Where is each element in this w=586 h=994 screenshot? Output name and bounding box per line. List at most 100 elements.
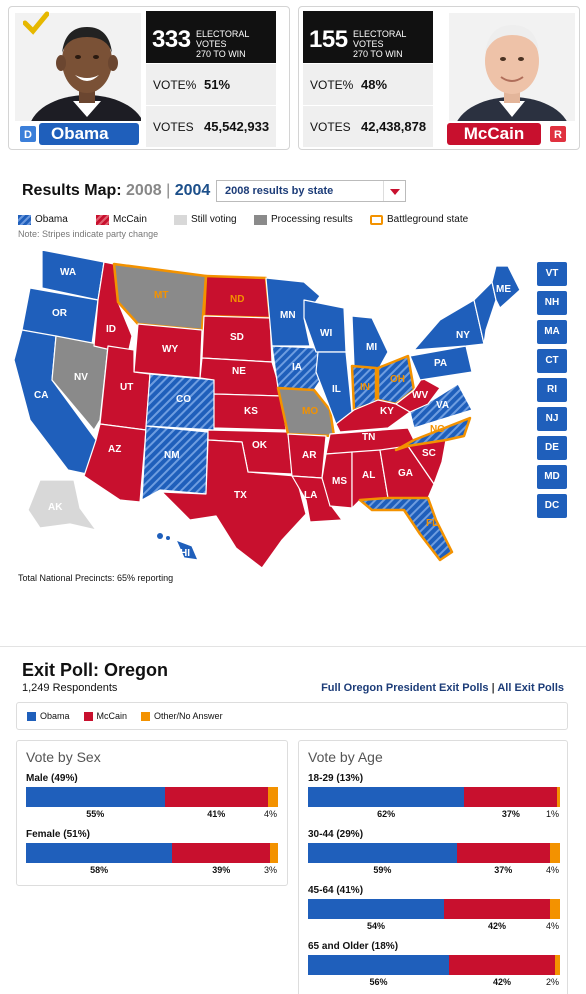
poll-group: 30-44 (29%) 59% 37% 4% xyxy=(308,829,560,877)
poll-group: Female (51%) 58% 39% 3% xyxy=(26,829,278,877)
section-divider xyxy=(0,646,586,647)
legend-label: McCain xyxy=(113,214,147,225)
small-state-de[interactable]: DE xyxy=(537,436,567,460)
electoral-label: ELECTORAL VOTES xyxy=(353,29,407,49)
state-mi[interactable] xyxy=(351,315,389,371)
state-label-ne: NE xyxy=(232,366,246,377)
mccain-card: 155 ELECTORAL VOTES 270 TO WIN VOTE% 48% V… xyxy=(298,6,580,150)
mccain-percent: 42% xyxy=(488,921,507,931)
map-legend-still: Still voting xyxy=(174,214,237,225)
small-state-dc[interactable]: DC xyxy=(537,494,567,518)
state-label-hi: HI xyxy=(180,548,190,559)
small-state-ct[interactable]: CT xyxy=(537,349,567,373)
state-label-in: IN xyxy=(360,382,370,393)
legend-label: Other/No Answer xyxy=(154,711,223,721)
state-me[interactable] xyxy=(491,265,521,309)
small-state-md[interactable]: MD xyxy=(537,465,567,489)
map-legend-processing: Processing results xyxy=(254,214,353,225)
state-wi[interactable] xyxy=(303,299,347,353)
legend-label: Processing results xyxy=(271,214,353,225)
obama-percent: 62% xyxy=(377,809,396,819)
state-label-ga: GA xyxy=(398,468,413,479)
state-label-ar: AR xyxy=(302,450,317,461)
all-exit-polls-link[interactable]: All Exit Polls xyxy=(497,682,564,694)
full-exit-polls-link[interactable]: Full Oregon President Exit Polls xyxy=(321,682,489,694)
obama-swatch xyxy=(27,711,36,721)
obama-percent: 56% xyxy=(369,977,388,987)
obama-percent: 58% xyxy=(90,865,109,875)
still-voting-swatch xyxy=(174,214,187,225)
state-label-va: VA xyxy=(436,400,449,411)
state-hi[interactable] xyxy=(175,539,199,561)
mccain-segment xyxy=(164,787,268,807)
us-map: WA OR CA NV ID MT WY UT AZ CO NM ND SD NE KS OK TX MN IA MO… xyxy=(13,249,521,569)
state-label-pa: PA xyxy=(434,358,447,369)
state-pa[interactable] xyxy=(409,345,473,381)
state-label-wv: WV xyxy=(412,390,428,401)
state-nc[interactable] xyxy=(394,416,472,452)
obama-electoral-votes: 333 xyxy=(152,26,191,53)
small-state-vt[interactable]: VT xyxy=(537,262,567,286)
poll-group: 18-29 (13%) 62% 37% 1% xyxy=(308,773,560,821)
state-label-me: ME xyxy=(496,284,511,295)
state-ak[interactable] xyxy=(27,479,97,531)
mccain-swatch xyxy=(96,214,109,225)
map-note: Note: Stripes indicate party change xyxy=(18,229,159,239)
vote-by-age-panel: Vote by Age 18-29 (13%) 62% 37% 1% 30-44 (29… xyxy=(298,740,568,994)
small-states-column: VT NH MA CT RI NJ DE MD DC xyxy=(537,262,567,523)
small-state-nh[interactable]: NH xyxy=(537,291,567,315)
state-label-mt: MT xyxy=(154,290,168,301)
other-segment xyxy=(549,843,560,863)
state-nm[interactable] xyxy=(141,425,209,501)
results-select[interactable]: 2008 results by state xyxy=(216,180,406,202)
obama-segment xyxy=(26,843,173,863)
exit-poll-title: Exit Poll: Oregon xyxy=(22,660,169,680)
precincts-reporting: Total National Precincts: 65% reporting xyxy=(18,573,174,583)
state-ny[interactable] xyxy=(413,299,485,351)
legend-label: McCain xyxy=(96,711,128,721)
other-percent: 2% xyxy=(546,977,560,987)
map-legend-obama: Obama xyxy=(18,214,68,225)
legend-obama: Obama xyxy=(27,711,70,721)
poll-group: 65 and Older (18%) 56% 42% 2% xyxy=(308,941,560,989)
small-state-ri[interactable]: RI xyxy=(537,378,567,402)
obama-segment xyxy=(308,843,457,863)
group-label: 18-29 (13%) xyxy=(308,773,364,784)
state-label-co: CO xyxy=(176,394,191,405)
state-mo[interactable] xyxy=(276,386,336,438)
respondents: 1,249 Respondents xyxy=(22,682,118,694)
group-label: 65 and Older (18%) xyxy=(308,941,399,952)
state-wv[interactable] xyxy=(395,377,441,413)
state-label-id: ID xyxy=(106,324,116,335)
state-label-ks: KS xyxy=(244,406,258,417)
stacked-bar xyxy=(26,843,278,863)
year-2004-link[interactable]: 2004 xyxy=(174,182,211,199)
democrat-badge: D xyxy=(19,125,37,143)
mccain-segment xyxy=(456,843,550,863)
group-label: Male (49%) xyxy=(26,773,78,784)
checkmark-icon xyxy=(22,11,50,40)
small-state-ma[interactable]: MA xyxy=(537,320,567,344)
small-state-nj[interactable]: NJ xyxy=(537,407,567,431)
votes-label: VOTES xyxy=(153,120,194,134)
state-va[interactable] xyxy=(409,383,473,429)
obama-results-box: 333 ELECTORAL VOTES 270 TO WIN VOTE% 51% V… xyxy=(146,11,276,147)
state-label-mn: MN xyxy=(280,310,296,321)
chevron-down-icon[interactable] xyxy=(383,181,405,201)
obama-segment xyxy=(308,955,450,975)
other-segment xyxy=(554,955,560,975)
legend-label: Obama xyxy=(35,214,68,225)
state-label-ia: IA xyxy=(292,362,302,373)
poll-group: 45-64 (41%) 54% 42% 4% xyxy=(308,885,560,933)
state-ms[interactable] xyxy=(321,451,353,509)
year-2008-link[interactable]: 2008 xyxy=(126,182,162,199)
mccain-swatch xyxy=(83,711,93,721)
obama-name: Obama xyxy=(39,123,139,145)
map-legend-battleground: Battleground state xyxy=(370,214,468,225)
state-tx[interactable] xyxy=(161,439,307,569)
group-label: 30-44 (29%) xyxy=(308,829,364,840)
exit-poll-links: Full Oregon President Exit Polls | All E… xyxy=(321,682,564,694)
state-new-england[interactable] xyxy=(473,281,497,345)
mccain-segment xyxy=(172,843,271,863)
state-fl[interactable] xyxy=(358,496,454,562)
